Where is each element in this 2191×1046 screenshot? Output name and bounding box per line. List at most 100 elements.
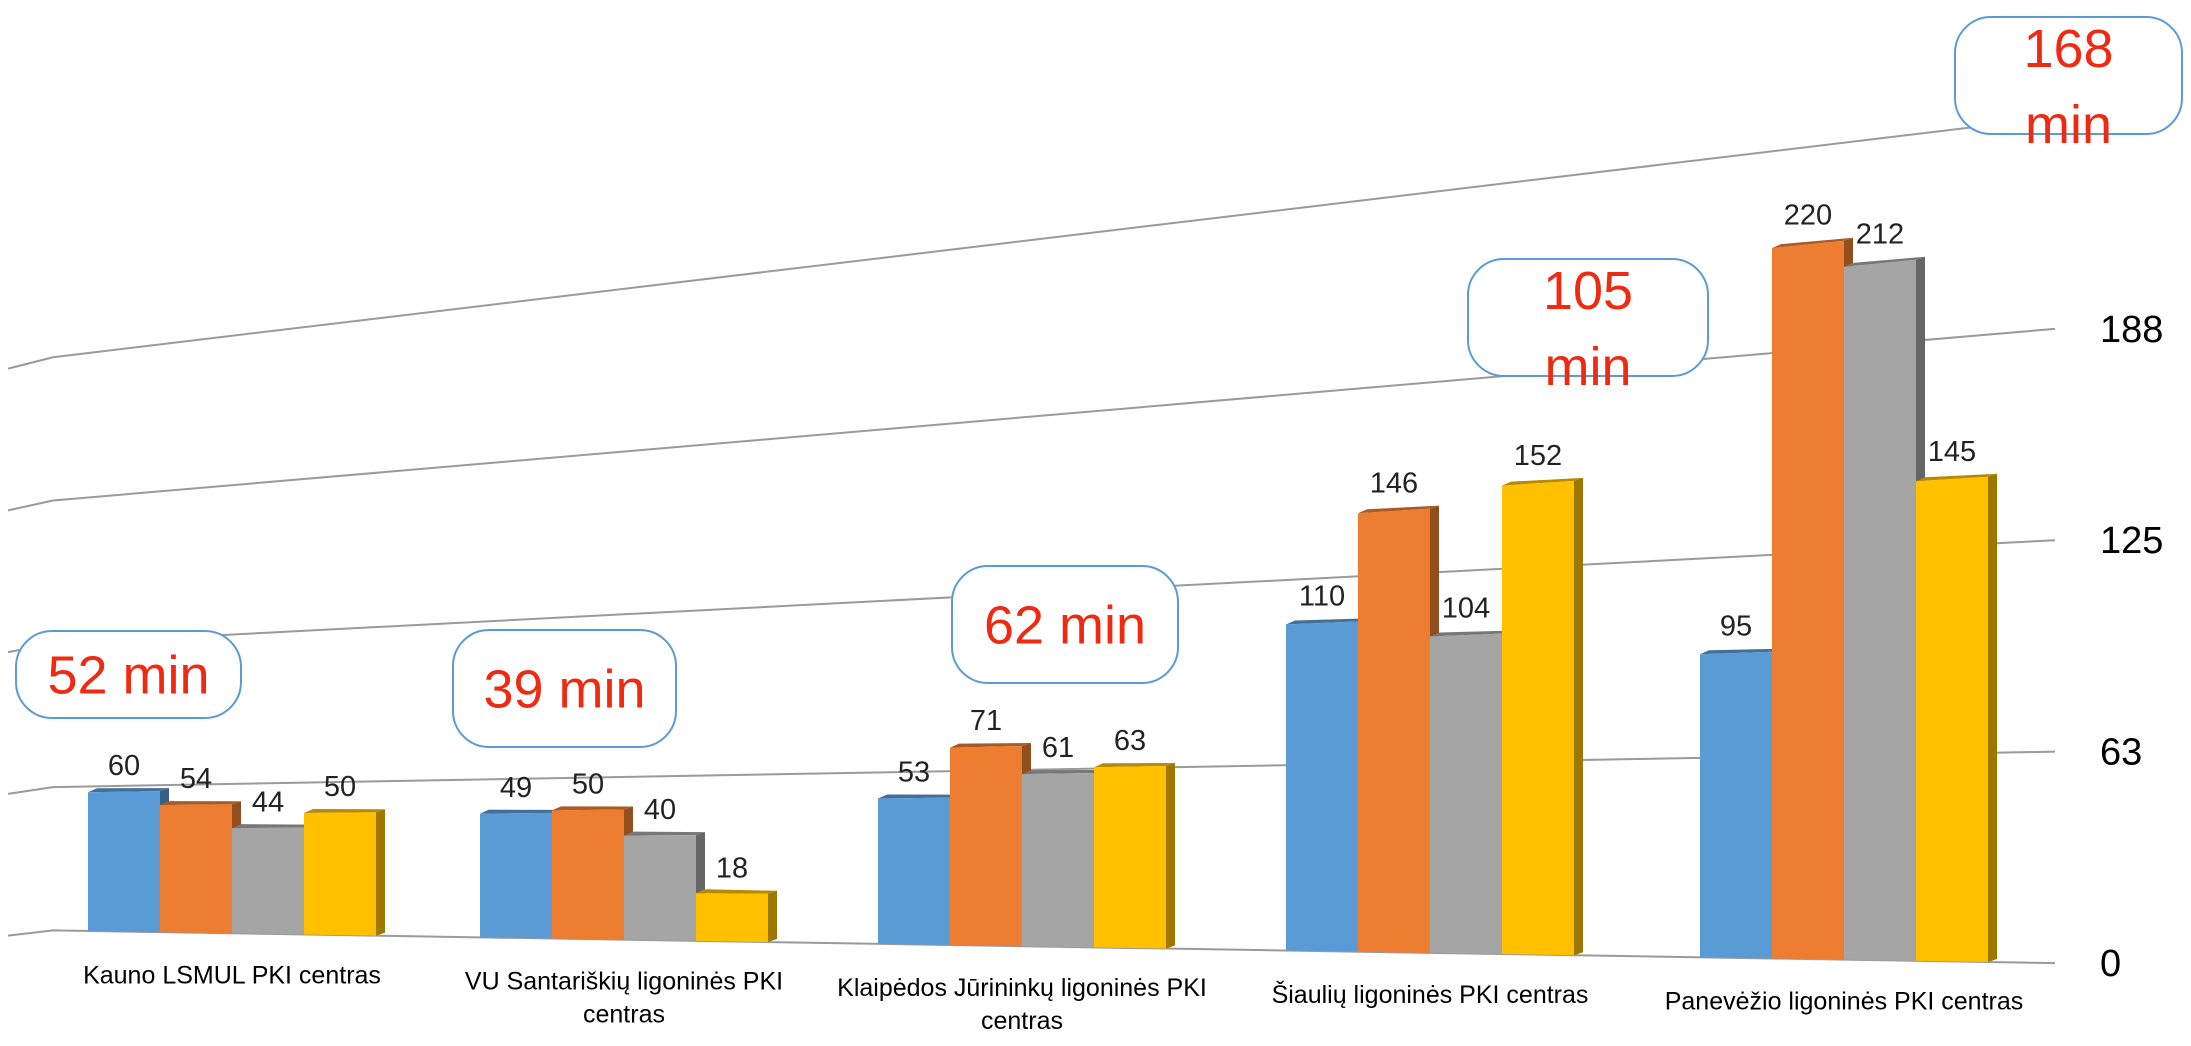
bar: [88, 788, 169, 933]
callout-text: 39 min: [483, 660, 645, 720]
bar: [1022, 769, 1103, 948]
bar-front: [160, 804, 232, 934]
bar-front: [1286, 621, 1358, 952]
category-label: Šiaulių ligoninės PKI centras: [1272, 980, 1589, 1009]
data-label: 49: [500, 772, 532, 804]
bar-front: [1094, 765, 1166, 949]
bar-top: [1502, 477, 1583, 486]
bar-front: [950, 745, 1022, 947]
data-label: 63: [1114, 725, 1146, 757]
data-label: 212: [1856, 219, 1904, 251]
data-label: 60: [108, 750, 140, 782]
bar: [304, 809, 385, 936]
callout-text: 52 min: [47, 646, 209, 706]
bar-side: [376, 809, 385, 936]
data-label: 152: [1514, 440, 1562, 472]
bar-top: [232, 824, 313, 829]
data-label: 18: [716, 852, 748, 884]
callout: 168 min: [1954, 16, 2183, 155]
bar-top: [1916, 473, 1997, 482]
bar-front: [878, 797, 950, 946]
bar: [1358, 505, 1439, 953]
bar-top: [1430, 630, 1511, 637]
callout: 62 min: [951, 565, 1179, 684]
bar-front: [696, 893, 768, 943]
bar-front: [1430, 633, 1502, 955]
bar-top: [950, 742, 1031, 748]
callout-box: [15, 630, 242, 719]
bar: [160, 801, 241, 934]
bar-side: [1166, 762, 1175, 949]
bar-top: [624, 831, 705, 836]
gridline: [7, 327, 2056, 512]
bar: [878, 794, 959, 946]
data-label: 104: [1442, 593, 1490, 625]
callout-box: [1467, 258, 1709, 377]
y-tick-label: 125: [2100, 520, 2163, 562]
category-labels: Kauno LSMUL PKI centras VU Santariškių li…: [83, 961, 2023, 1035]
bar-front: [1916, 476, 1988, 962]
bar-front: [1844, 259, 1916, 961]
category-label: Panevėžio ligoninės PKI centras: [1665, 988, 2024, 1016]
category-label-line: Klaipėdos Jūrininkų ligoninės PKI: [837, 974, 1207, 1002]
data-label: 95: [1720, 611, 1752, 643]
category-label-line: Kauno LSMUL PKI centras: [83, 961, 381, 989]
bar-front: [480, 812, 552, 939]
data-label: 220: [1784, 200, 1832, 232]
bar-top: [696, 889, 777, 894]
data-label: 50: [572, 769, 604, 801]
bar-front: [88, 791, 160, 933]
callouts: 52 min 39 min 62 min 105 min 168 min: [15, 16, 2183, 748]
bar-side: [1574, 477, 1583, 956]
callout-text: 105: [1543, 261, 1633, 321]
data-labels: 60 54 44 50 49 50 40 18 53 71 61 63 110 146 104 152 95 22…: [108, 200, 1976, 885]
bar: [552, 806, 633, 940]
bar-top: [1772, 237, 1853, 249]
y-tick-label: 63: [2100, 732, 2142, 774]
callout-text: 168: [2023, 19, 2113, 79]
callout: 39 min: [452, 629, 677, 748]
y-tick-label: 188: [2100, 309, 2163, 351]
callout-text: 62 min: [984, 596, 1146, 656]
callout-box: [452, 629, 677, 748]
bar-top: [304, 809, 385, 814]
bar: [1430, 630, 1511, 955]
bar-side: [1988, 473, 1997, 962]
bar-top: [480, 809, 561, 814]
data-label: 146: [1370, 468, 1418, 500]
bar: [1916, 473, 1997, 962]
category-label-line: centras: [981, 1007, 1063, 1035]
callout: 105 min: [1467, 258, 1709, 397]
gridline: [7, 116, 2056, 370]
y-tick-label: 0: [2100, 943, 2121, 985]
bar-front: [1022, 772, 1094, 948]
bar-top: [1094, 762, 1175, 768]
bar: [232, 824, 313, 935]
category-label: Kauno LSMUL PKI centras: [83, 961, 381, 989]
data-label: 40: [644, 794, 676, 826]
callout-box: [951, 565, 1179, 684]
bar: [950, 742, 1031, 947]
bar: [1772, 237, 1853, 960]
bar-top: [1358, 505, 1439, 514]
data-label: 145: [1928, 436, 1976, 468]
bar-front: [1502, 480, 1574, 956]
category-label-line: Šiaulių ligoninės PKI centras: [1272, 980, 1589, 1009]
bars: [88, 237, 1997, 962]
category-label-line: Panevėžio ligoninės PKI centras: [1665, 988, 2024, 1016]
data-label: 61: [1042, 732, 1074, 764]
bar-top: [88, 788, 169, 793]
bar: [1700, 648, 1781, 959]
data-label: 71: [970, 705, 1002, 737]
bar: [1502, 477, 1583, 956]
callout: 52 min: [15, 630, 242, 719]
bar-front: [304, 812, 376, 936]
bar: [624, 831, 705, 941]
y-axis-ticks: 063125188250: [2100, 97, 2163, 985]
data-label: 53: [898, 757, 930, 789]
bar-top: [552, 806, 633, 811]
callout-text: min: [1544, 337, 1631, 397]
data-label: 50: [324, 771, 356, 803]
category-label-line: centras: [583, 1001, 665, 1029]
